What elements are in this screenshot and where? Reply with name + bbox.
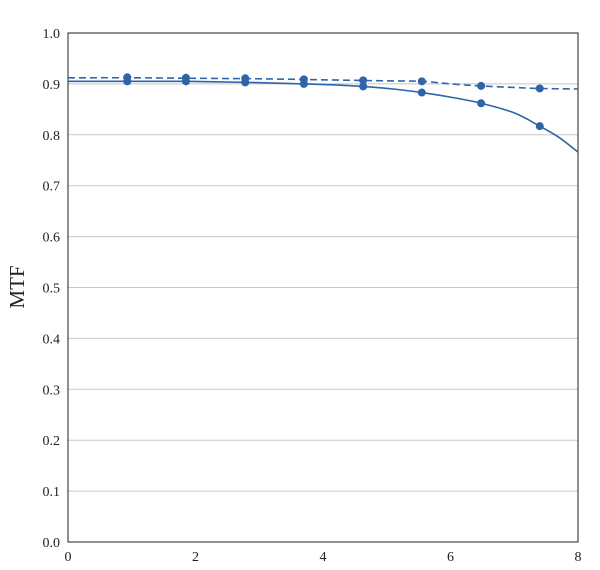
data-point	[417, 88, 426, 97]
y-tick-label: 0.4	[43, 332, 61, 347]
y-tick-label: 0.3	[43, 383, 61, 398]
y-tick-label: 0.1	[43, 485, 61, 500]
y-tick-label: 0.8	[43, 129, 61, 144]
y-axis-title: MTF	[5, 265, 29, 308]
x-tick-label: 4	[320, 550, 327, 565]
y-tick-label: 0.9	[43, 78, 61, 93]
series-line-dashed	[67, 76, 579, 90]
data-point	[417, 77, 426, 86]
data-point	[123, 77, 132, 86]
x-tick-label: 0	[65, 550, 72, 565]
series-layer	[67, 73, 579, 153]
data-point	[241, 78, 250, 87]
plot-frame	[67, 32, 579, 543]
y-axis-ticks: 0.0 0.1 0.2 0.3 0.4 0.5 0.6 0.7 0.8 0.9 1.0	[43, 27, 61, 551]
data-point	[299, 79, 308, 88]
y-tick-label: 0.6	[43, 231, 61, 246]
x-tick-label: 6	[447, 550, 454, 565]
series-solid	[68, 77, 579, 153]
y-tick-label: 0.0	[43, 536, 61, 551]
data-point	[181, 77, 190, 86]
data-point	[359, 76, 368, 85]
data-point	[535, 122, 544, 131]
x-axis-ticks: 0 2 4 6 8	[65, 550, 582, 565]
x-tick-label: 8	[575, 550, 582, 565]
data-point	[477, 99, 486, 108]
grid-lines	[68, 83, 578, 492]
data-point	[359, 82, 368, 91]
data-point	[477, 81, 486, 90]
y-tick-label: 0.7	[43, 180, 61, 195]
x-tick-label: 2	[192, 550, 199, 565]
y-tick-label: 0.5	[43, 282, 61, 297]
data-point	[535, 84, 544, 93]
y-tick-label: 0.2	[43, 434, 61, 449]
series-line-solid	[68, 80, 579, 153]
series-dashed	[67, 73, 579, 93]
y-tick-label: 1.0	[43, 27, 61, 42]
